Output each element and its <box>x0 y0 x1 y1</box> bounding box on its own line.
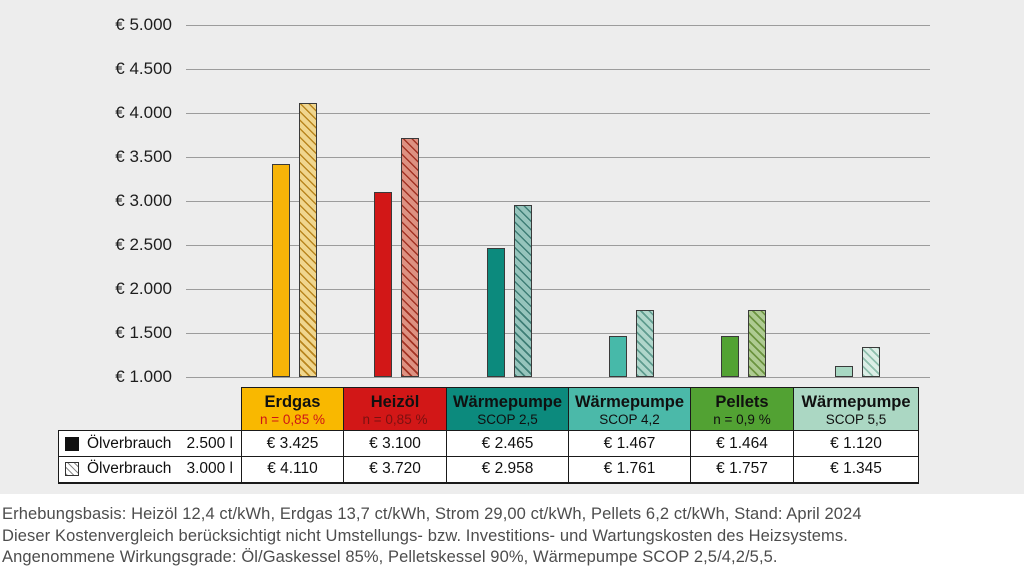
header-subtitle: SCOP 5,5 <box>825 411 887 427</box>
header-cell-pellets: Pellets n = 0,9 % <box>690 387 794 431</box>
footnote-line: Angenommene Wirkungsgrade: Öl/Gaskessel … <box>2 548 778 566</box>
y-tick-label: € 1.500 <box>115 323 172 342</box>
y-grid-line <box>186 245 930 246</box>
y-grid-line <box>186 113 930 114</box>
header-title: Erdgas <box>264 392 321 411</box>
y-grid-line <box>186 157 930 158</box>
footnotes: Erhebungsbasis: Heizöl 12,4 ct/kWh, Erdg… <box>2 504 1022 569</box>
y-tick-label: € 3.000 <box>115 191 172 210</box>
y-grid-line <box>186 377 930 378</box>
header-cell-erdgas: Erdgas n = 0,85 % <box>241 387 344 431</box>
bar-w-rmepumpe-scop-5-5-solid <box>835 366 853 377</box>
y-grid-line <box>186 289 930 290</box>
value-cell: € 1.464 <box>690 430 794 457</box>
y-grid-line <box>186 69 930 70</box>
bar-erdgas-solid <box>271 163 290 377</box>
header-subtitle: n = 0,85 % <box>362 411 428 427</box>
bar-pellets-hatched <box>748 310 766 377</box>
header-title: Wärmepumpe <box>452 392 563 411</box>
bar-w-rmepumpe-scop-4-2-hatched <box>635 310 654 377</box>
header-subtitle: SCOP 2,5 <box>477 411 538 427</box>
bar-heiz-l-hatched <box>401 137 419 377</box>
header-cell-heizoel: Heizöl n = 0,85 % <box>343 387 447 431</box>
value-cell: € 2.958 <box>446 456 569 484</box>
value-cell: € 4.110 <box>241 456 344 484</box>
y-tick-label: € 2.000 <box>115 279 172 298</box>
header-cell-waermepumpe-scop55: Wärmepumpe SCOP 5,5 <box>793 387 919 431</box>
legend-amount: 2.500 l <box>186 434 233 452</box>
y-tick-label: € 3.500 <box>115 147 172 166</box>
cost-comparison-table: Erdgas n = 0,85 % Heizöl n = 0,85 % Wärm… <box>58 387 919 484</box>
header-title: Pellets <box>715 392 769 411</box>
y-grid-line <box>186 25 930 26</box>
header-cell-waermepumpe-scop25: Wärmepumpe SCOP 2,5 <box>446 387 569 431</box>
value-cell: € 3.425 <box>241 430 344 457</box>
header-subtitle: SCOP 4,2 <box>599 411 660 427</box>
y-tick-label: € 4.000 <box>115 103 172 122</box>
bar-w-rmepumpe-scop-5-5-hatched <box>862 346 880 377</box>
header-subtitle: n = 0,9 % <box>713 411 771 427</box>
footnote-line: Dieser Kostenvergleich berücksichtigt ni… <box>2 526 848 545</box>
legend-hatched-swatch-icon <box>65 462 79 477</box>
header-title: Wärmepumpe <box>801 392 911 411</box>
header-title: Heizöl <box>370 392 420 411</box>
table-row-2500l: Ölverbrauch 2.500 l € 3.425 € 3.100 € 2.… <box>58 430 919 457</box>
table-corner-spacer <box>59 388 242 431</box>
legend-label: Ölverbrauch <box>87 460 172 478</box>
legend-solid-swatch-icon <box>65 436 79 451</box>
legend-row-3000l: Ölverbrauch 3.000 l <box>58 456 242 484</box>
y-grid-line <box>186 333 930 334</box>
table-row-3000l: Ölverbrauch 3.000 l € 4.110 € 3.720 € 2.… <box>58 456 919 484</box>
y-grid-line <box>186 201 930 202</box>
bar-pellets-solid <box>721 336 739 377</box>
legend-row-2500l: Ölverbrauch 2.500 l <box>58 430 242 457</box>
value-cell: € 2.465 <box>446 430 569 457</box>
value-cell: € 1.757 <box>690 456 794 484</box>
header-cell-waermepumpe-scop42: Wärmepumpe SCOP 4,2 <box>568 387 691 431</box>
table-header-row: Erdgas n = 0,85 % Heizöl n = 0,85 % Wärm… <box>59 387 919 431</box>
bar-w-rmepumpe-scop-2-5-hatched <box>513 204 532 377</box>
y-tick-label: € 2.500 <box>115 235 172 254</box>
bar-w-rmepumpe-scop-2-5-solid <box>486 248 505 377</box>
bar-heiz-l-solid <box>374 192 392 377</box>
y-tick-label: € 4.500 <box>115 59 172 78</box>
value-cell: € 1.345 <box>793 456 919 484</box>
y-tick-label: € 5.000 <box>115 15 172 34</box>
bar-erdgas-hatched <box>298 103 317 377</box>
value-cell: € 3.720 <box>343 456 447 484</box>
legend-label: Ölverbrauch <box>87 434 172 452</box>
y-tick-label: € 1.000 <box>115 367 172 386</box>
footnote-line: Erhebungsbasis: Heizöl 12,4 ct/kWh, Erdg… <box>2 505 862 523</box>
value-cell: € 3.100 <box>343 430 447 457</box>
bar-w-rmepumpe-scop-4-2-solid <box>608 335 627 377</box>
header-subtitle: n = 0,85 % <box>260 411 325 427</box>
value-cell: € 1.467 <box>568 430 691 457</box>
header-title: Wärmepumpe <box>574 392 685 411</box>
legend-amount: 3.000 l <box>186 460 233 478</box>
value-cell: € 1.761 <box>568 456 691 484</box>
value-cell: € 1.120 <box>793 430 919 457</box>
